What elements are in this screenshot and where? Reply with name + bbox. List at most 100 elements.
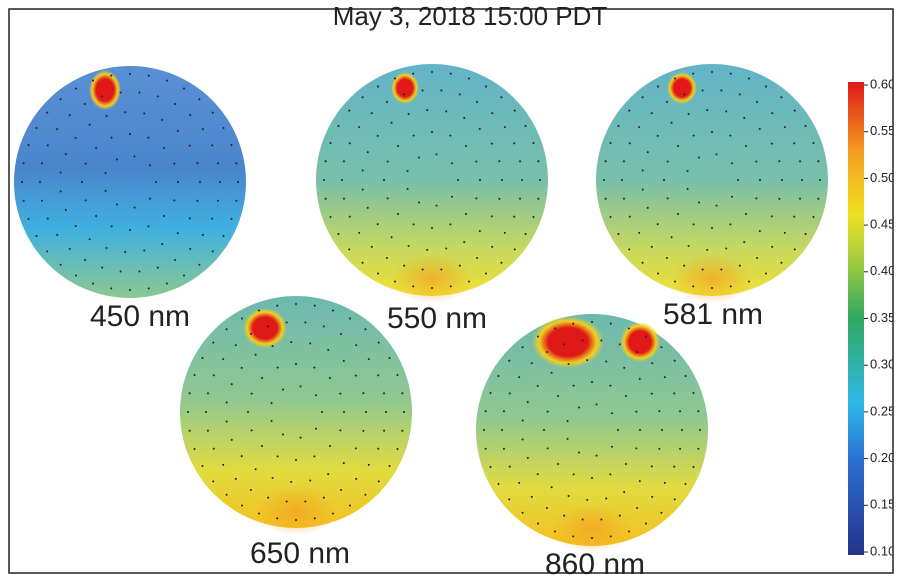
sample-dot — [106, 247, 108, 249]
sample-dot — [657, 273, 659, 275]
sample-dot — [799, 160, 801, 162]
sample-dot — [276, 517, 278, 519]
sample-dot — [771, 143, 773, 145]
sample-dot — [163, 215, 165, 217]
tick-label: 0.20 — [870, 450, 895, 465]
sample-dot — [138, 271, 140, 273]
sample-dot — [377, 223, 379, 225]
sample-dot — [349, 216, 351, 218]
sample-dot — [231, 383, 233, 385]
sample-dot — [617, 429, 619, 431]
sample-dot — [537, 473, 539, 475]
sample-dot — [716, 153, 718, 155]
sample-dot — [124, 251, 126, 253]
sample-dot — [793, 216, 795, 218]
bright-region — [672, 254, 752, 304]
sample-dot — [60, 171, 62, 173]
sample-dot — [371, 246, 373, 248]
sample-dot — [483, 429, 485, 431]
sample-dot — [720, 89, 722, 91]
sample-dot — [617, 233, 619, 235]
sample-dot — [213, 374, 215, 376]
colorbar-ticks: 0.600.550.500.450.400.350.300.250.200.15… — [864, 76, 895, 558]
sample-dot — [177, 232, 179, 234]
sample-dot — [666, 101, 668, 103]
tick-label: 0.30 — [870, 357, 895, 372]
sample-dot — [166, 80, 168, 82]
sample-dot — [41, 162, 43, 164]
sample-dot — [498, 198, 500, 200]
sample-dot — [187, 411, 189, 413]
sample-dot — [403, 265, 405, 267]
sample-dot — [23, 162, 25, 164]
sample-dot — [605, 498, 607, 500]
sample-dot — [671, 236, 673, 238]
sample-dot — [358, 126, 360, 128]
sample-dot — [177, 130, 179, 132]
sample-dot — [349, 505, 351, 507]
sample-dot — [771, 112, 773, 114]
sample-dot — [468, 78, 470, 80]
sample-dot — [69, 248, 71, 250]
sample-dot — [725, 248, 727, 250]
sample-dot — [367, 207, 369, 209]
sample-dot — [341, 179, 343, 181]
sample-dot — [628, 110, 630, 112]
sample-dot — [445, 248, 447, 250]
sample-dot — [300, 385, 302, 387]
sample-dot — [355, 478, 357, 480]
colorbar — [848, 82, 864, 555]
sample-dot — [183, 275, 185, 277]
sample-dot — [120, 91, 122, 93]
sample-dot — [600, 339, 602, 341]
sample-dot — [65, 209, 67, 211]
sample-dot — [222, 358, 224, 360]
sample-dot — [207, 392, 209, 394]
sample-dot — [609, 385, 611, 387]
sample-dot — [573, 385, 575, 387]
sample-dot — [490, 392, 492, 394]
sample-dot — [367, 151, 369, 153]
sample-dot — [674, 360, 676, 362]
sample-dot — [567, 438, 569, 440]
sample-dot — [189, 217, 191, 219]
sample-dot — [513, 216, 515, 218]
sample-dot — [255, 354, 257, 356]
sample-dot — [651, 112, 653, 114]
sample-dot — [177, 181, 179, 183]
sample-dot — [547, 411, 549, 413]
tick-label: 0.25 — [870, 403, 895, 418]
sample-dot — [504, 126, 506, 128]
bright-region — [552, 504, 632, 554]
hot-spot — [532, 316, 604, 368]
sample-dot — [387, 197, 389, 199]
sample-dot — [267, 325, 269, 327]
sample-dot — [436, 205, 438, 207]
sample-dot — [539, 179, 541, 181]
sample-dot — [657, 223, 659, 225]
sample-dot — [389, 465, 391, 467]
sample-dot — [412, 285, 414, 287]
sample-dot — [440, 269, 442, 271]
sample-dot — [645, 335, 647, 337]
sample-dot — [605, 360, 607, 362]
sample-dot — [468, 280, 470, 282]
sample-dot — [261, 445, 263, 447]
sample-dot — [567, 420, 569, 422]
sample-dot — [134, 155, 136, 157]
sample-dot — [479, 128, 481, 130]
sample-dot — [771, 246, 773, 248]
sample-dot — [743, 241, 745, 243]
sample-dot — [286, 501, 288, 503]
sample-dot — [491, 112, 493, 114]
sample-dot — [348, 248, 350, 250]
sample-dot — [673, 392, 675, 394]
sample-dot — [364, 494, 366, 496]
sample-dot — [573, 473, 575, 475]
sample-dot — [519, 160, 521, 162]
sample-dot — [459, 93, 461, 95]
panels: 450 nm550 nm581 nm650 nm860 nm — [14, 64, 828, 575]
sample-dot — [629, 216, 631, 218]
sample-dot — [793, 142, 795, 144]
sample-dot — [730, 73, 732, 75]
